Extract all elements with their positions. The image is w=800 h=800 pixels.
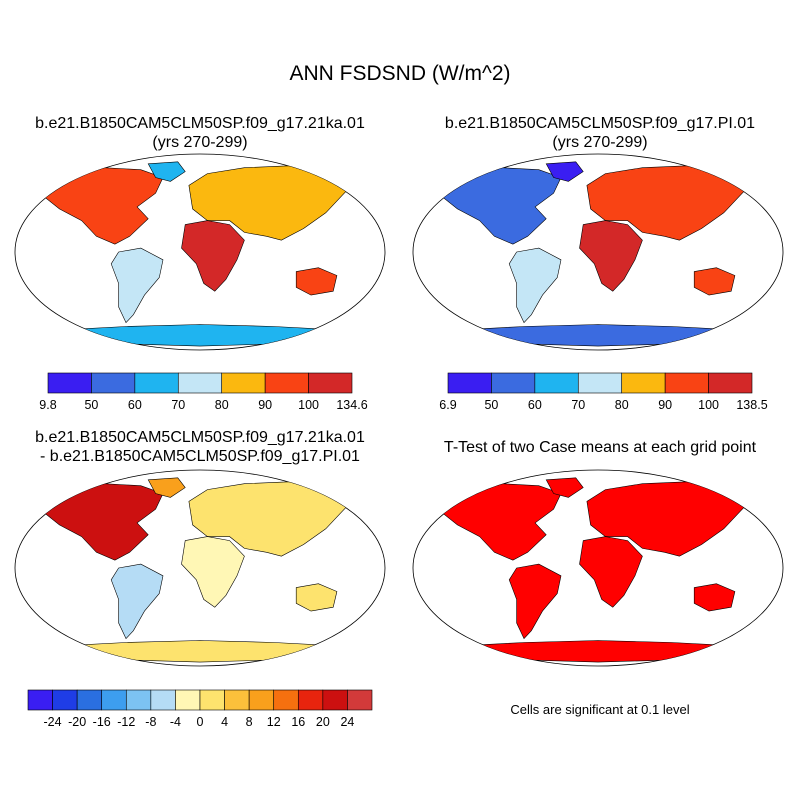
colorbar-tick-label: 20: [315, 715, 330, 729]
landmass-south-america: [110, 247, 164, 324]
landmass-australia: [295, 583, 338, 612]
panel-3-title: b.e21.B1850CAM5CLM50SP.f09_g17.21ka.01 -…: [0, 428, 400, 466]
colorbar-tick-label: -16: [92, 715, 111, 729]
panel-3-title-line1: b.e21.B1850CAM5CLM50SP.f09_g17.21ka.01: [35, 429, 365, 446]
landmass-eurasia: [586, 165, 754, 241]
landmass-eurasia: [188, 481, 356, 557]
landmass-north-america: [44, 167, 164, 245]
colorbar-tick-label: -20: [68, 715, 87, 729]
landmass-eurasia: [188, 165, 356, 241]
significance-note: Cells are significant at 0.1 level: [510, 702, 690, 717]
colorbar-tick-label: 50: [484, 398, 499, 412]
colorbar-swatch: [224, 689, 250, 711]
colorbar-tick-label: 0: [196, 715, 204, 729]
colorbar-tick-label: 16: [291, 715, 306, 729]
landmass-australia: [693, 583, 736, 612]
colorbar-tick-label: 90: [658, 398, 673, 412]
colorbar-tick-label: 9.8: [39, 398, 57, 412]
landmass-north-america: [44, 483, 164, 561]
figure-title: ANN FSDSND (W/m^2): [289, 62, 511, 85]
colorbar-tick-label: 6.9: [439, 398, 457, 412]
colorbar-tick-label: -24: [43, 715, 62, 729]
panel-1-title-line1: b.e21.B1850CAM5CLM50SP.f09_g17.21ka.01: [35, 115, 365, 132]
colorbar-tick-label: 8: [245, 715, 253, 729]
landmass-greenland: [147, 477, 186, 498]
colorbar-tick-label: 4: [221, 715, 229, 729]
colorbar-tick-label: 100: [698, 398, 719, 412]
colorbar-swatch: [150, 689, 176, 711]
colorbar-tick-label: 134.6: [336, 398, 368, 412]
colorbar-swatch: [347, 689, 373, 711]
panel-2-title: b.e21.B1850CAM5CLM50SP.f09_g17.PI.01 (yr…: [400, 114, 800, 152]
colorbar-tick-label: 70: [571, 398, 586, 412]
colorbar-swatch: [199, 689, 225, 711]
colorbar-tick-label: -4: [169, 715, 181, 729]
colorbar-swatch: [101, 689, 127, 711]
panel-1-title: b.e21.B1850CAM5CLM50SP.f09_g17.21ka.01 (…: [0, 114, 400, 152]
landmass-south-america: [110, 563, 164, 640]
colorbar-swatch: [27, 689, 53, 711]
landmass-australia: [693, 267, 736, 296]
landmass-greenland: [545, 477, 584, 498]
colorbar-tick-label: 80: [614, 398, 629, 412]
landmass-africa: [181, 536, 245, 608]
colorbar-tick-label: 90: [258, 398, 273, 412]
colorbar-tick-label: 24: [340, 715, 355, 729]
panel-4-title-line1: T-Test of two Case means at each grid po…: [443, 439, 757, 456]
landmass-greenland: [147, 161, 186, 182]
colorbar-swatch: [308, 372, 353, 394]
landmass-eurasia: [586, 481, 754, 557]
colorbar-swatch: [175, 689, 201, 711]
landmass-north-america: [442, 167, 562, 245]
colorbar-swatch: [322, 689, 348, 711]
colorbar-tick-label: 50: [84, 398, 99, 412]
colorbar-tick-label: 80: [214, 398, 229, 412]
panel-2-title-line2: (yrs 270-299): [552, 134, 648, 151]
colorbar-tick-label: -8: [145, 715, 157, 729]
landmass-australia: [295, 267, 338, 296]
colorbar-tick-label: 70: [171, 398, 186, 412]
panel-3-title-line2: - b.e21.B1850CAM5CLM50SP.f09_g17.PI.01: [40, 448, 360, 465]
colorbar-swatch: [297, 689, 324, 711]
landmass-south-america: [508, 247, 562, 324]
colorbar-swatch: [273, 689, 299, 711]
colorbar-swatch: [125, 689, 152, 711]
landmass-south-america: [508, 563, 562, 640]
colorbar-tick-label: 12: [266, 715, 281, 729]
colorbar-tick-label: 60: [127, 398, 142, 412]
colorbar-swatch: [248, 689, 275, 711]
panel-1-title-line2: (yrs 270-299): [152, 134, 248, 151]
colorbar-swatch: [52, 689, 78, 711]
panel-4-title: T-Test of two Case means at each grid po…: [400, 438, 800, 457]
landmass-greenland: [545, 161, 584, 182]
colorbar-tick-label: 60: [527, 398, 542, 412]
colorbar-tick-label: 138.5: [736, 398, 768, 412]
panel-2-title-line1: b.e21.B1850CAM5CLM50SP.f09_g17.PI.01: [444, 115, 756, 132]
landmass-north-america: [442, 483, 562, 561]
colorbar-tick-label: 100: [298, 398, 319, 412]
colorbar-swatch: [76, 689, 103, 711]
landmass-africa: [579, 536, 643, 608]
landmass-africa: [579, 220, 643, 292]
colorbar-tick-label: -12: [117, 715, 136, 729]
landmass-africa: [181, 220, 245, 292]
colorbar-swatch: [708, 372, 753, 394]
